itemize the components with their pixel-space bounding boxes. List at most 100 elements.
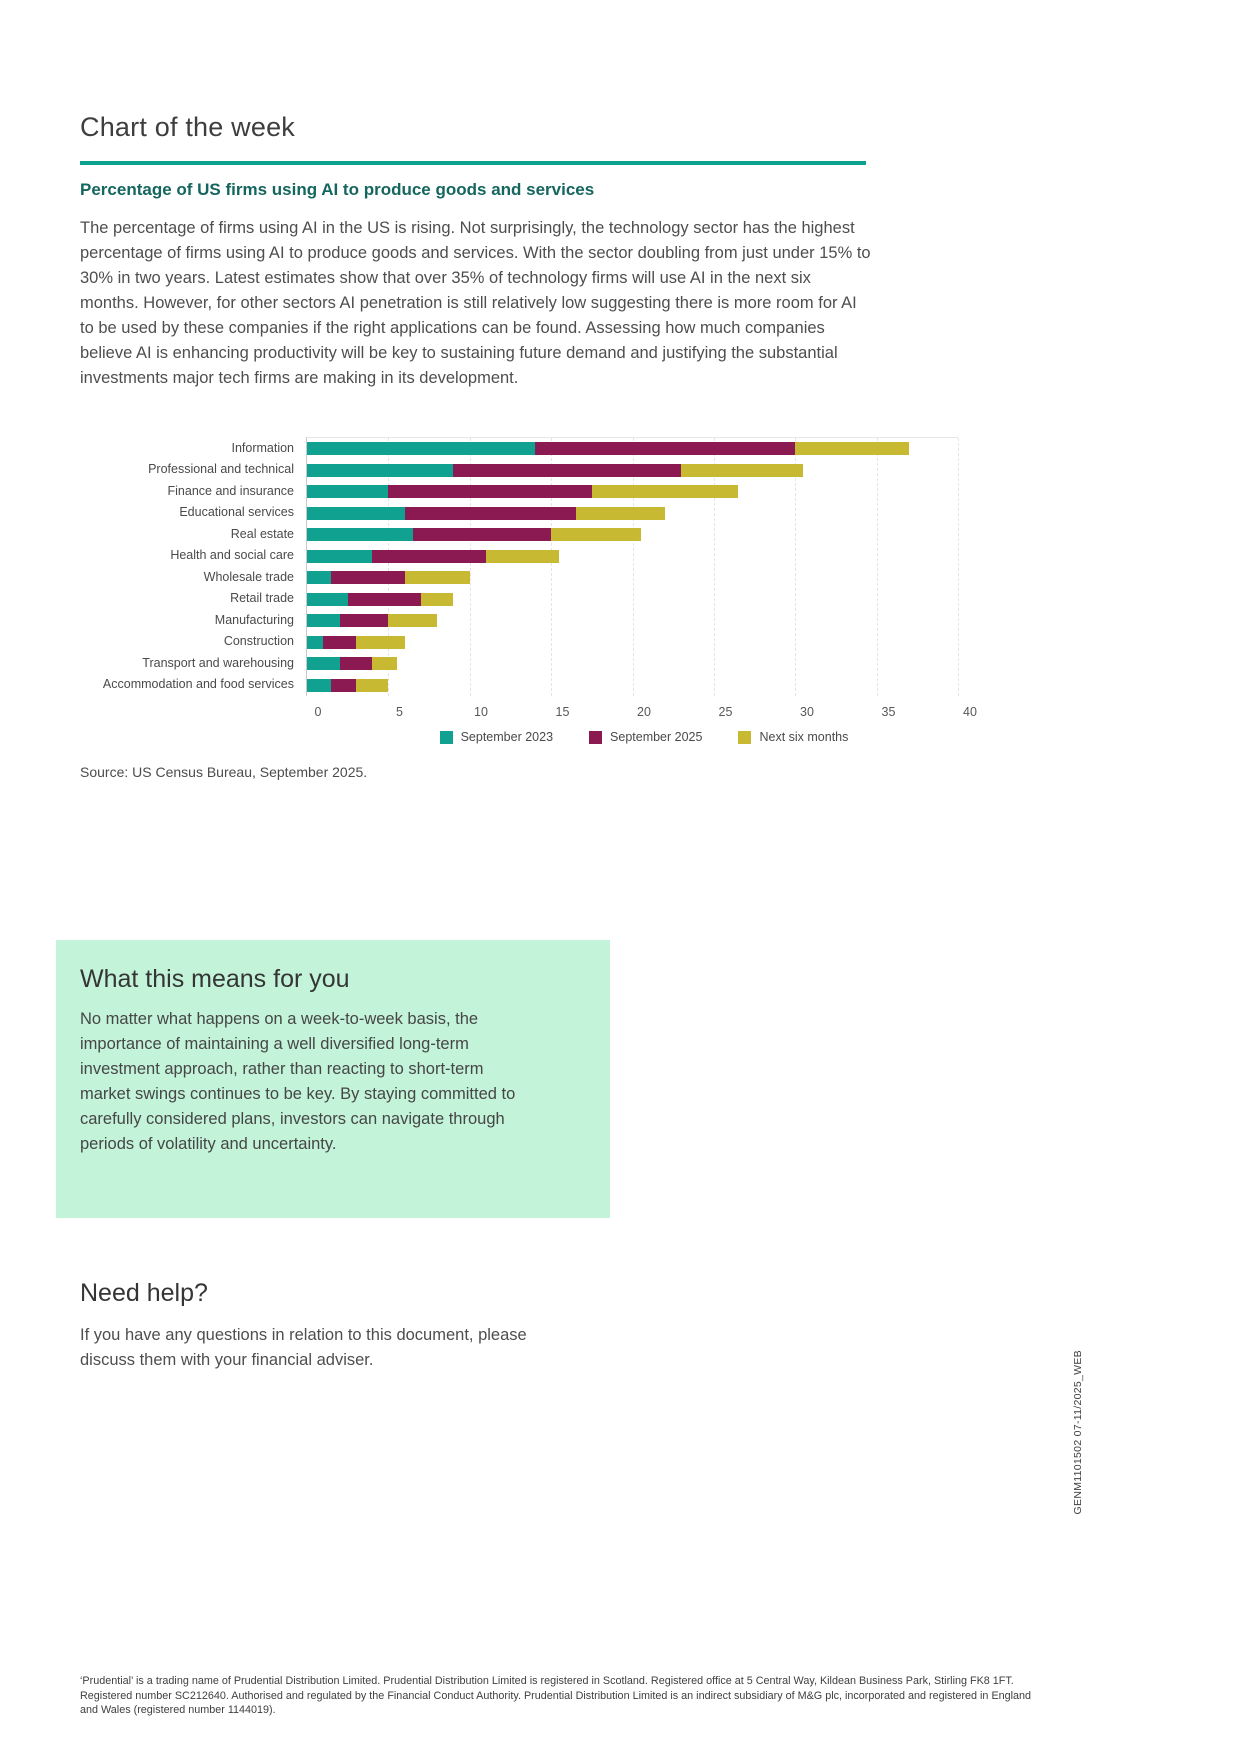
category-label: Information (231, 440, 294, 455)
axis-tick-label: 10 (474, 705, 488, 719)
category-label: Professional and technical (148, 462, 294, 477)
legend-item: September 2023 (439, 730, 554, 744)
bar-segment (307, 592, 348, 606)
category-label: Finance and insurance (167, 483, 294, 498)
bar-row (307, 567, 958, 589)
bar-segment (372, 549, 487, 563)
bar-segment (355, 635, 405, 649)
bar-segment (307, 635, 324, 649)
bar-segment (307, 528, 413, 542)
bar-segment (575, 506, 666, 520)
bar-segment (307, 485, 389, 499)
legend-label: September 2023 (460, 730, 554, 744)
help-section: Need help? If you have any questions in … (80, 1279, 538, 1373)
bar-segment (323, 635, 356, 649)
chart-category-labels: Information Professional and technical Fin… (80, 437, 306, 696)
bar-segment (681, 463, 804, 477)
bar-segment (347, 592, 421, 606)
category-label: Real estate (230, 526, 294, 541)
category-label: Construction (223, 634, 294, 649)
bar-segment (331, 571, 405, 585)
bar-segment (307, 506, 405, 520)
category-label: Manufacturing (214, 612, 294, 627)
bar-row (307, 675, 958, 697)
bar-segment (404, 571, 470, 585)
chart-subtitle: Percentage of US firms using AI to produ… (80, 180, 595, 199)
gridline (469, 438, 471, 696)
callout-heading: What this means for you (80, 965, 350, 993)
legend-item: September 2025 (589, 730, 702, 744)
bar-row (307, 610, 958, 632)
bar-segment (307, 463, 454, 477)
page-title: Chart of the week (80, 112, 296, 142)
callout-text: No matter what happens on a week-to-week… (80, 1010, 516, 1153)
gridline (876, 438, 878, 696)
bar-segment (412, 528, 552, 542)
gridline (551, 438, 553, 696)
bar-row (307, 438, 958, 460)
bar-segment (551, 528, 641, 542)
gridline (958, 438, 959, 696)
bar-segment (486, 549, 560, 563)
category-label: Accommodation and food services (102, 677, 294, 692)
legend-item: Next six months (738, 730, 848, 744)
legend-swatch (738, 730, 752, 744)
bar-segment (339, 657, 373, 671)
accent-rule (80, 161, 866, 165)
bar-row (307, 632, 958, 654)
bar-row (307, 546, 958, 568)
bar-segment (307, 442, 535, 456)
category-label: Educational services (179, 505, 294, 520)
bar-row (307, 481, 958, 503)
axis-tick-label: 25 (718, 705, 733, 719)
gridline (632, 438, 634, 696)
axis-tick-label: 40 (963, 705, 977, 719)
gridline (795, 438, 797, 696)
chart-bars (307, 438, 958, 696)
x-axis-tick-labels: 0 5 10 15 20 25 30 35 40 (314, 705, 977, 721)
doc-code-vertical: GENM1101502 07-11/2025_WEB (1072, 1350, 1084, 1515)
bar-segment (591, 485, 739, 499)
callout-box: What this means for you No matter what h… (56, 940, 610, 1218)
bar-segment (307, 549, 373, 563)
help-text: If you have any questions in relation to… (80, 1326, 527, 1369)
legend-swatch (439, 730, 453, 744)
bar-row (307, 460, 958, 482)
bar-segment (355, 678, 389, 692)
axis-tick-label: 35 (881, 705, 896, 719)
legal-text: ‘Prudential’ is a trading name of Pruden… (80, 1675, 1032, 1716)
bar-segment (307, 657, 340, 671)
bar-segment (307, 571, 332, 585)
bar-row (307, 524, 958, 546)
category-label: Transport and warehousing (142, 655, 294, 670)
axis-tick-label: 0 (314, 705, 322, 719)
bar-segment (388, 485, 592, 499)
gridline (713, 438, 715, 696)
bar-segment (453, 463, 682, 477)
category-label: Wholesale trade (203, 569, 294, 584)
axis-tick-label: 30 (800, 705, 814, 719)
legend-label: Next six months (759, 730, 849, 744)
help-heading: Need help? (80, 1279, 208, 1307)
axis-tick-label: 5 (396, 705, 403, 719)
bar-segment (404, 506, 576, 520)
chart-body: Information Professional and technical Fin… (80, 437, 976, 696)
bar-segment (331, 678, 356, 692)
legend-label: September 2025 (610, 730, 703, 744)
category-label: Retail trade (230, 591, 294, 606)
bar-row (307, 503, 958, 525)
bar-segment (307, 678, 332, 692)
axis-tick-label: 15 (555, 705, 570, 719)
bar-row (307, 589, 958, 611)
chart-plot-area (306, 437, 959, 696)
ai-adoption-chart: Information Professional and technical Fin… (80, 437, 977, 744)
bar-row (307, 653, 958, 675)
axis-tick-label: 20 (637, 705, 651, 719)
bar-segment (534, 442, 796, 456)
source-note: Source: US Census Bureau, September 2025… (80, 764, 368, 780)
gridline (388, 438, 390, 696)
category-label: Health and social care (170, 548, 294, 563)
bar-segment (795, 442, 910, 456)
bar-segment (339, 614, 389, 628)
bar-segment (388, 614, 438, 628)
